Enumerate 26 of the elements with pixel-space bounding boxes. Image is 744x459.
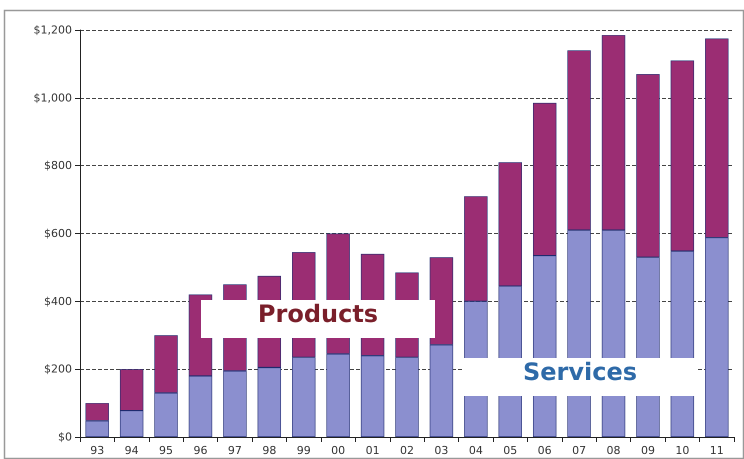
y-tick-label: $0 — [58, 430, 72, 444]
x-tick-label: 93 — [90, 444, 104, 457]
y-tick-label: $1,000 — [34, 91, 72, 104]
x-tick-label: 00 — [331, 444, 346, 457]
x-tick-label: 09 — [640, 444, 655, 457]
y-tick-label: $600 — [44, 227, 72, 240]
x-tick-label: 05 — [503, 444, 518, 457]
y-tick-label: $800 — [44, 159, 72, 172]
x-tick-label: 94 — [124, 444, 139, 457]
x-tick-label: 97 — [228, 444, 242, 457]
x-tick-label: 99 — [296, 444, 311, 457]
x-tick-label: 03 — [434, 444, 448, 457]
x-tick-label: 02 — [400, 444, 414, 457]
x-tick-label: 95 — [159, 444, 174, 457]
x-tick-label: 10 — [675, 444, 690, 457]
y-tick-label: $1,200 — [34, 24, 72, 36]
x-tick-label: 06 — [538, 444, 552, 457]
x-tick-label: 98 — [262, 444, 276, 457]
x-tick-label: 96 — [193, 444, 208, 457]
x-tick-label: 04 — [468, 444, 483, 457]
y-tick-label: $400 — [44, 294, 72, 308]
x-tick-label: 08 — [606, 444, 621, 457]
x-tick-label: 11 — [710, 444, 724, 457]
y-tick-label: $200 — [44, 362, 72, 376]
x-tick-label: 01 — [366, 444, 380, 457]
x-tick-label: 07 — [572, 444, 586, 457]
